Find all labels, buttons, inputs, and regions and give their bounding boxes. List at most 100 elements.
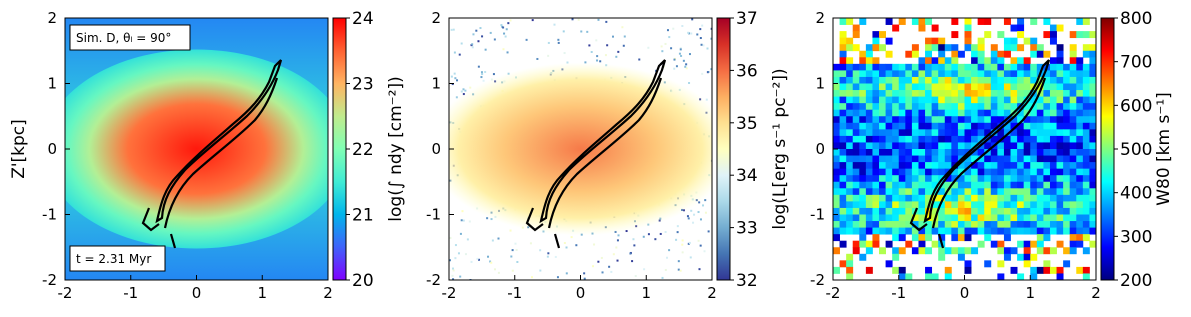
image-speck <box>451 83 454 86</box>
image-cell <box>951 57 959 65</box>
image-cell <box>859 221 867 228</box>
image-cell <box>911 44 919 52</box>
image-cell <box>852 181 860 189</box>
image-cell <box>990 96 998 104</box>
image-cell <box>977 57 985 65</box>
image-cell <box>1069 109 1077 117</box>
image-cell <box>905 135 913 143</box>
image-cell <box>931 181 939 189</box>
image-cell <box>990 227 998 235</box>
image-cell <box>898 116 906 124</box>
image-cell <box>1010 181 1018 189</box>
image-cell <box>971 116 979 124</box>
colorbar-tick-label: 33 <box>736 219 758 239</box>
image-cell <box>1069 70 1077 78</box>
image-cell <box>879 227 886 235</box>
image-cell <box>1049 31 1057 39</box>
image-cell <box>885 175 893 183</box>
image-cell <box>957 168 965 176</box>
image-cell <box>997 247 1005 255</box>
image-cell <box>1043 31 1051 39</box>
image-cell <box>1003 90 1011 97</box>
image-cell <box>944 63 952 71</box>
image-cell <box>1003 63 1011 71</box>
image-cell <box>957 207 965 215</box>
image-cell <box>984 18 992 25</box>
image-cell <box>918 116 926 124</box>
image-cell <box>1023 155 1031 163</box>
image-cell <box>931 44 939 52</box>
image-cell <box>1069 207 1077 215</box>
image-cell <box>905 129 913 137</box>
image-cell <box>1056 44 1064 52</box>
image-cell <box>1089 240 1096 248</box>
image-cell <box>839 149 847 156</box>
image-cell <box>1069 76 1077 84</box>
image-cell <box>911 247 919 255</box>
colorbar-tick-label: 20 <box>352 271 374 291</box>
image-cell <box>1017 31 1025 39</box>
image-cell <box>951 234 959 242</box>
image-cell <box>1069 57 1077 65</box>
image-cell <box>997 214 1005 222</box>
image-cell <box>918 83 926 91</box>
image-speck <box>502 48 505 51</box>
image-cell <box>1030 116 1038 124</box>
image-cell <box>951 90 959 97</box>
image-speck <box>486 217 489 220</box>
image-cell <box>951 70 959 78</box>
image-cell <box>859 96 867 104</box>
image-cell <box>984 103 992 111</box>
image-cell <box>1082 63 1090 71</box>
image-cell <box>852 201 860 209</box>
image-cell <box>1056 266 1064 274</box>
image-cell <box>898 247 906 255</box>
image-cell <box>905 155 913 163</box>
image-cell <box>852 122 860 130</box>
image-cell <box>846 214 854 222</box>
image-cell <box>885 207 893 215</box>
image-cell <box>925 129 933 137</box>
image-cell <box>1056 83 1064 91</box>
image-cell <box>931 57 939 65</box>
image-cell <box>1069 181 1077 189</box>
contour <box>909 59 1051 249</box>
image-cell <box>1076 194 1084 202</box>
image-cell <box>951 247 959 255</box>
image <box>449 18 712 280</box>
image-cell <box>1043 260 1051 268</box>
image-cell <box>846 57 854 65</box>
image-cell <box>898 201 906 209</box>
image-cell <box>977 90 985 97</box>
image-cell <box>879 155 886 163</box>
image-speck <box>468 220 471 223</box>
image-cell <box>1049 70 1057 78</box>
image-cell <box>1030 129 1038 137</box>
image-cell <box>1010 24 1018 32</box>
image-cell <box>944 227 952 235</box>
image-cell <box>918 70 926 78</box>
image-cell <box>898 149 906 156</box>
image-cell <box>977 214 985 222</box>
image-cell <box>846 70 854 78</box>
image-cell <box>1023 96 1031 104</box>
image-speck <box>647 233 650 236</box>
image-cell <box>990 116 998 124</box>
image-cell <box>977 168 985 176</box>
image-speck <box>510 255 513 258</box>
image-speck <box>647 46 650 49</box>
image-speck <box>490 261 493 264</box>
image-cell <box>839 57 847 65</box>
image-cell <box>1069 129 1077 137</box>
image-cell <box>872 142 880 150</box>
image-cell <box>839 63 847 71</box>
image-speck <box>546 255 549 258</box>
image-speck <box>531 19 534 22</box>
image-cell <box>957 103 965 111</box>
x-tick-label: 1 <box>1025 284 1035 302</box>
image-cell <box>885 50 893 58</box>
image-cell <box>846 221 854 228</box>
image-cell <box>852 44 860 52</box>
image-cell <box>1076 266 1084 274</box>
